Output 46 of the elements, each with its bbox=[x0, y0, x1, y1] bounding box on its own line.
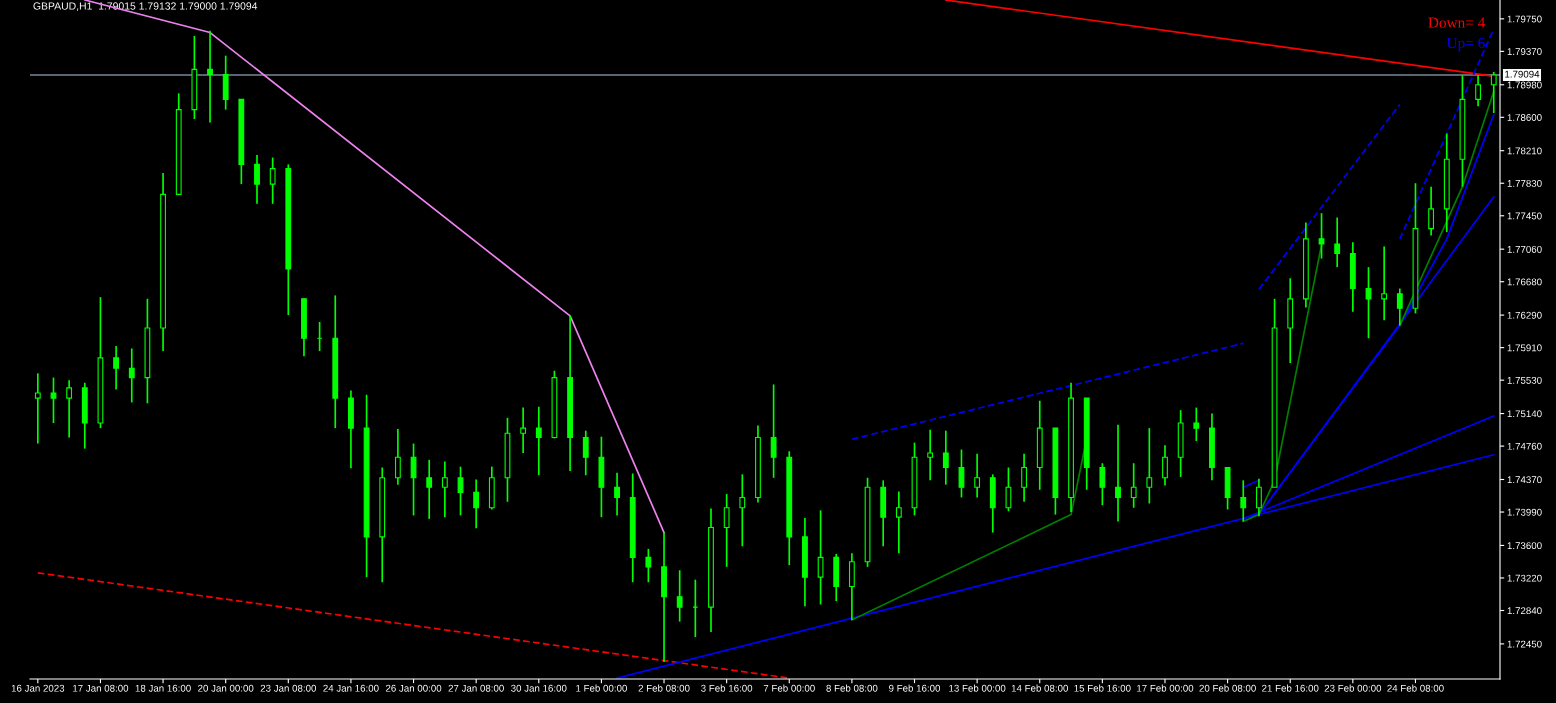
x-tick-label: 26 Jan 00:00 bbox=[385, 684, 442, 692]
ref-line-label: 1.79094 bbox=[1505, 70, 1540, 78]
y-tick-label: 1.78210 bbox=[1507, 147, 1542, 155]
x-tick-label: 7 Feb 00:00 bbox=[763, 684, 815, 692]
x-tick-label: 13 Feb 00:00 bbox=[949, 684, 1006, 692]
x-tick-label: 17 Jan 08:00 bbox=[73, 684, 129, 692]
y-tick-label: 1.76290 bbox=[1507, 311, 1542, 319]
y-tick-label: 1.77830 bbox=[1507, 179, 1542, 187]
x-tick-label: 9 Feb 16:00 bbox=[889, 684, 941, 692]
x-tick-label: 27 Jan 08:00 bbox=[448, 684, 504, 692]
y-tick-label: 1.75530 bbox=[1507, 376, 1542, 384]
x-tick-label: 24 Feb 08:00 bbox=[1387, 684, 1444, 692]
x-tick-label: 14 Feb 08:00 bbox=[1011, 684, 1069, 692]
annotation: Down= 4 bbox=[1428, 17, 1486, 28]
y-tick-label: 1.74370 bbox=[1507, 476, 1542, 484]
x-tick-label: 21 Feb 16:00 bbox=[1262, 684, 1319, 692]
y-tick-label: 1.73990 bbox=[1507, 508, 1542, 516]
x-tick-label: 20 Jan 00:00 bbox=[198, 684, 254, 692]
y-tick-label: 1.78980 bbox=[1507, 81, 1542, 89]
x-tick-label: 18 Jan 16:00 bbox=[135, 684, 191, 692]
y-tick-label: 1.72450 bbox=[1507, 640, 1542, 648]
annotation: Up= 6 bbox=[1446, 37, 1485, 52]
x-tick-label: 20 Feb 08:00 bbox=[1199, 684, 1256, 692]
y-tick-label: 1.74760 bbox=[1507, 442, 1542, 450]
x-tick-label: 30 Jan 16:00 bbox=[511, 684, 567, 692]
y-tick-label: 1.77450 bbox=[1507, 212, 1542, 220]
y-tick-label: 1.75140 bbox=[1507, 410, 1542, 418]
x-tick-label: 23 Jan 08:00 bbox=[260, 684, 317, 692]
y-tick-label: 1.73600 bbox=[1507, 542, 1542, 550]
x-tick-label: 3 Feb 16:00 bbox=[701, 684, 753, 692]
y-tick-label: 1.76680 bbox=[1507, 278, 1542, 286]
x-tick-label: 1 Feb 00:00 bbox=[576, 684, 627, 692]
x-tick-label: 17 Feb 00:00 bbox=[1137, 684, 1194, 692]
y-tick-label: 1.73220 bbox=[1507, 574, 1542, 582]
x-tick-label: 15 Feb 16:00 bbox=[1074, 684, 1131, 692]
y-tick-label: 1.79750 bbox=[1507, 15, 1542, 23]
x-tick-label: 24 Jan 16:00 bbox=[323, 684, 379, 692]
y-tick-label: 1.75910 bbox=[1507, 344, 1542, 352]
y-tick-label: 1.72840 bbox=[1507, 607, 1542, 615]
x-tick-label: 16 Jan 2023 bbox=[11, 684, 65, 692]
y-tick-label: 1.78600 bbox=[1507, 114, 1542, 121]
x-tick-label: 23 Feb 00:00 bbox=[1324, 684, 1382, 692]
y-tick-label: 1.79370 bbox=[1507, 48, 1542, 55]
y-tick-label: 1.77060 bbox=[1507, 245, 1542, 253]
x-tick-label: 8 Feb 08:00 bbox=[826, 684, 878, 692]
x-tick-label: 2 Feb 08:00 bbox=[638, 684, 690, 692]
